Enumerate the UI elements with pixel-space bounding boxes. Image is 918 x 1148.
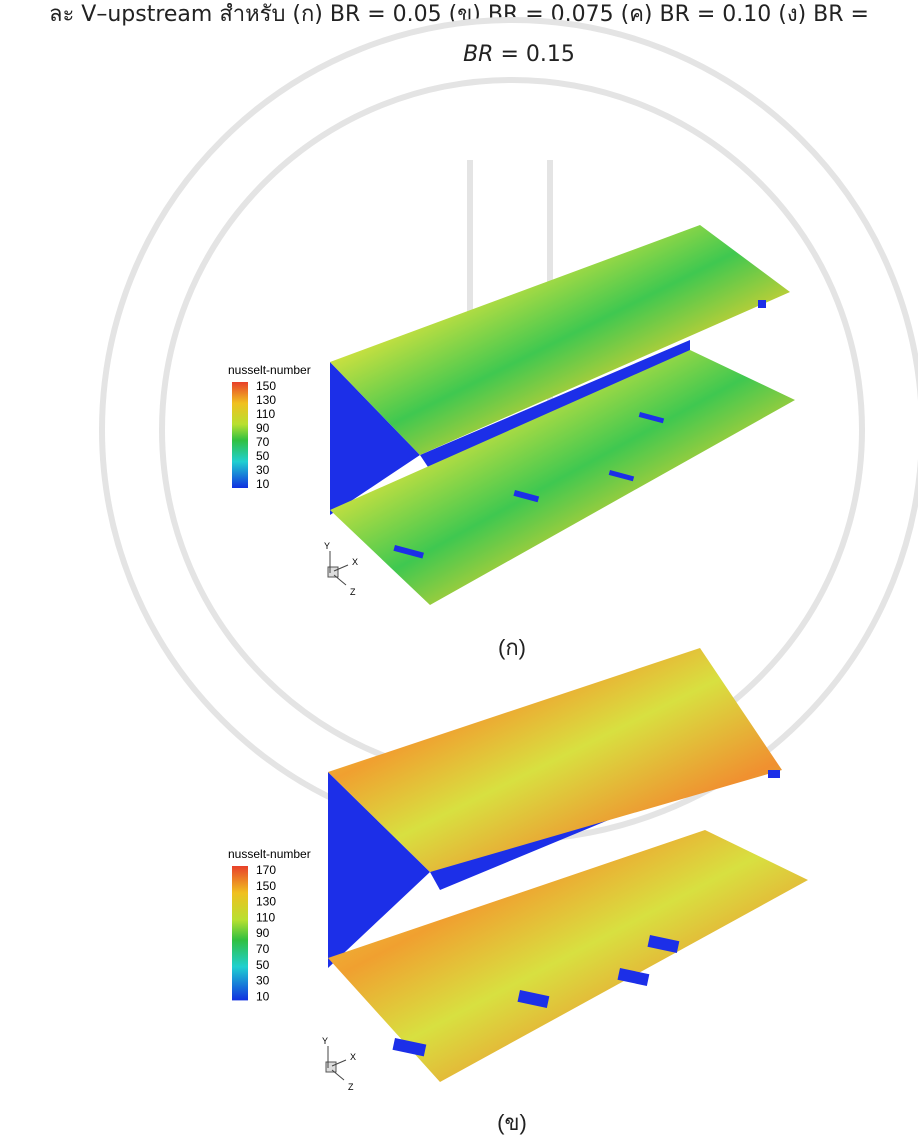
surface [328, 648, 782, 872]
axis-label: Z [350, 587, 356, 597]
legend-tick-label: 110 [256, 910, 275, 924]
legend-tick-label: 110 [256, 407, 275, 421]
side-face [330, 362, 420, 515]
surface [330, 350, 795, 605]
figure-b [328, 648, 808, 1082]
legend-tick-label: 70 [256, 942, 270, 956]
wall [420, 340, 690, 470]
color-bar [232, 866, 248, 1001]
axis-label: X [350, 1052, 356, 1062]
axis-cube [325, 1061, 337, 1073]
axis-line [331, 1069, 345, 1081]
axis-cube [327, 566, 339, 578]
axis-line [331, 1059, 347, 1067]
legend-tick-label: 130 [256, 393, 276, 407]
legend-tick-label: 90 [256, 421, 270, 435]
header-line: BR = 0.15 [60, 42, 918, 67]
axis-line [333, 574, 347, 586]
legend-tick-label: 70 [256, 435, 270, 449]
legend-tick-label: 90 [256, 926, 270, 940]
axis-label: Y [322, 1036, 328, 1046]
surface [330, 225, 790, 455]
figure-a [330, 225, 795, 605]
legend-title: nusselt-number [228, 363, 311, 377]
legend-tick-label: 10 [256, 477, 270, 491]
legend-tick-label: 150 [256, 879, 276, 893]
legend-tick-label: 50 [256, 449, 270, 463]
text: = 0.15 [500, 42, 575, 67]
legend-tick-label: 10 [256, 989, 270, 1003]
legend-tick-label: 170 [256, 863, 276, 877]
legend-tick-label: 130 [256, 895, 276, 909]
side-face [328, 772, 430, 968]
axis-label: Y [324, 541, 330, 551]
legend-title: nusselt-number [228, 847, 311, 861]
axis-triad: Y X Z [322, 1036, 356, 1092]
legend-tick-label: 50 [256, 958, 270, 972]
axis-triad: Y X Z [324, 541, 358, 597]
color-bar [232, 382, 248, 488]
surface [328, 830, 808, 1082]
axis-line [333, 564, 349, 572]
figure-caption: (ข) [497, 1110, 527, 1135]
figure-caption: (ก) [498, 635, 526, 660]
legend-tick-label: 30 [256, 463, 270, 477]
axis-label: Z [348, 1082, 354, 1092]
axis-label: X [352, 557, 358, 567]
legend-tick-label: 30 [256, 974, 270, 988]
legend-tick-label: 150 [256, 379, 276, 393]
variable: BR [463, 42, 494, 67]
